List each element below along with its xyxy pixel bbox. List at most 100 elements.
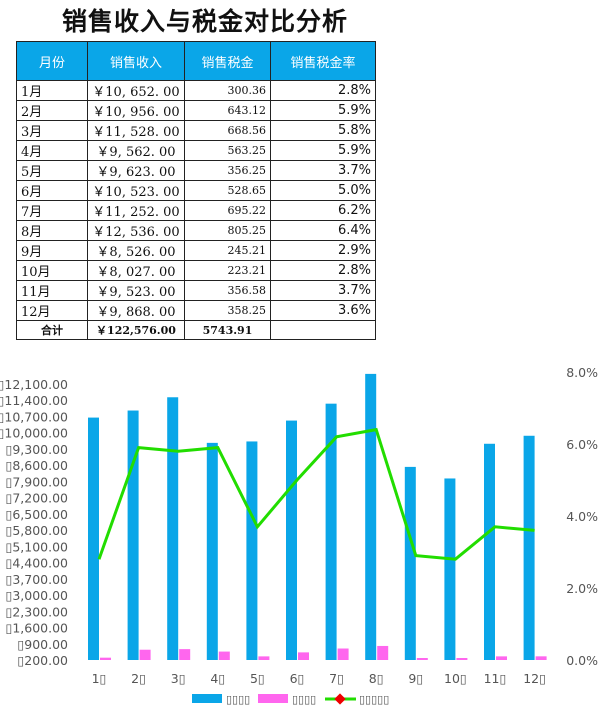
table-cell: ￥9, 623. 00 [87, 160, 185, 181]
table-cell: ￥10, 523. 00 [87, 180, 185, 201]
tax-bar [218, 651, 230, 660]
y-left-tick-label: ▯2,300.00 [5, 604, 68, 619]
table-cell: 643.12 [184, 100, 271, 121]
table-row: 10月 ￥8, 027. 00 223.21 2.8% [16, 260, 376, 281]
revenue-bar [404, 466, 416, 660]
table-cell: 7月 [16, 200, 88, 221]
y-right-tick-label: 2.0% [566, 581, 598, 596]
table-row: 1月 ￥10, 652. 00 300.36 2.8% [16, 80, 376, 101]
table-cell: 2.8% [270, 80, 376, 101]
x-tick-label: 7▯ [329, 671, 344, 686]
legend-swatch-revenue [192, 694, 222, 703]
table-cell: 1月 [16, 80, 88, 101]
table-cell: 668.56 [184, 120, 271, 141]
table-row: 8月 ￥12, 536. 00 805.25 6.4% [16, 220, 376, 241]
table-cell: 695.22 [184, 200, 271, 221]
x-tick-label: 10▯ [444, 671, 467, 686]
table-cell: 3.7% [270, 160, 376, 181]
legend-label: ▯▯▯▯ [226, 693, 250, 706]
x-tick-label: 12▯ [523, 671, 546, 686]
column-header: 销售税金率 [270, 41, 376, 81]
table-cell: 3.6% [270, 300, 376, 321]
table-cell: 12月 [16, 300, 88, 321]
table-row: 6月 ￥10, 523. 00 528.65 5.0% [16, 180, 376, 201]
tax-bar [139, 649, 151, 660]
table-cell: 563.25 [184, 140, 271, 161]
table-cell: 5月 [16, 160, 88, 181]
table-row: 7月 ￥11, 252. 00 695.22 6.2% [16, 200, 376, 221]
table-cell: 5.9% [270, 100, 376, 121]
revenue-bar [523, 435, 535, 660]
table-cell: 6.2% [270, 200, 376, 221]
table-row: 12月 ￥9, 868. 00 358.25 3.6% [16, 300, 376, 321]
table-cell: ￥10, 652. 00 [87, 80, 185, 101]
x-tick-label: 5▯ [250, 671, 265, 686]
table-cell: ￥8, 526. 00 [87, 240, 185, 261]
table-cell: 9月 [16, 240, 88, 261]
tax-bar [535, 656, 547, 660]
table-cell: 805.25 [184, 220, 271, 241]
tax-bar [298, 652, 309, 660]
tax-bar [496, 656, 507, 660]
table-cell: ￥9, 523. 00 [87, 280, 185, 301]
legend-label: ▯▯▯▯▯ [359, 693, 389, 706]
x-tick-label: 4▯ [210, 671, 225, 686]
revenue-bar [444, 478, 456, 660]
column-header: 销售收入 [87, 41, 185, 81]
table-cell: 2月 [16, 100, 88, 121]
x-tick-label: 8▯ [369, 671, 384, 686]
table-cell: 2.8% [270, 260, 376, 281]
y-left-tick-label: ▯4,400.00 [5, 556, 68, 571]
table-cell: 2.9% [270, 240, 376, 261]
y-left-tick-label: ▯3,700.00 [5, 572, 68, 587]
page-title: 销售收入与税金对比分析 [61, 7, 348, 36]
table-cell: ￥9, 562. 00 [87, 140, 185, 161]
table-cell: ￥11, 528. 00 [87, 120, 185, 141]
table-cell: ￥9, 868. 00 [87, 300, 185, 321]
y-left-tick-label: ▯10,000.00 [0, 426, 68, 441]
revenue-bar [127, 410, 139, 660]
data-table: 月份 销售收入 销售税金 销售税金率 1月 ￥10, 652. 00 300.36 2.8%… [16, 41, 376, 341]
table-cell: ￥8, 027. 00 [87, 260, 185, 281]
y-left-tick-label: ▯3,000.00 [5, 588, 68, 603]
revenue-bar [246, 441, 258, 660]
total-cell [270, 319, 376, 341]
y-left-tick-label: ▯5,800.00 [5, 523, 68, 538]
tax-bar [456, 658, 468, 660]
y-left-tick-label: ▯200.00 [17, 653, 68, 668]
table-cell: 528.65 [184, 180, 271, 201]
y-left-tick-label: ▯7,900.00 [5, 474, 68, 489]
x-tick-label: 9▯ [408, 671, 423, 686]
table-row: 2月 ￥10, 956. 00 643.12 5.9% [16, 100, 376, 121]
total-row: 合计 ￥122,576.00 5743.91 [16, 319, 376, 341]
y-right-tick-label: 8.0% [566, 365, 598, 380]
tax-bar [337, 648, 349, 660]
x-tick-label: 6▯ [290, 671, 305, 686]
y-right-tick-label: 4.0% [566, 509, 598, 524]
table-row: 5月 ￥9, 623. 00 356.25 3.7% [16, 160, 376, 181]
revenue-bar [484, 443, 495, 660]
y-left-tick-label: ▯6,500.00 [5, 507, 68, 522]
y-left-tick-label: ▯8,600.00 [5, 458, 68, 473]
y-left-tick-label: ▯7,200.00 [5, 491, 68, 506]
y-left-tick-label: ▯11,400.00 [0, 393, 68, 408]
y-left-tick-label: ▯1,600.00 [5, 621, 68, 636]
revenue-bar [88, 417, 99, 660]
y-left-tick-label: ▯10,700.00 [0, 409, 68, 424]
x-tick-label: 11▯ [484, 671, 507, 686]
x-tick-label: 3▯ [171, 671, 186, 686]
y-right-tick-label: 6.0% [566, 437, 598, 452]
table-cell: ￥12, 536. 00 [87, 220, 185, 241]
table-cell: 5.0% [270, 180, 376, 201]
y-left-tick-label: ▯5,100.00 [5, 539, 68, 554]
table-cell: 6月 [16, 180, 88, 201]
legend-label: ▯▯▯▯ [292, 693, 316, 706]
table-cell: 300.36 [184, 80, 271, 101]
column-header: 销售税金 [184, 41, 271, 81]
tax-bar [100, 657, 111, 660]
y-left-tick-label: ▯900.00 [17, 637, 68, 652]
table-cell: ￥11, 252. 00 [87, 200, 185, 221]
table-cell: 10月 [16, 260, 88, 281]
tax-rate-line [97, 427, 535, 561]
table-cell: 223.21 [184, 260, 271, 281]
